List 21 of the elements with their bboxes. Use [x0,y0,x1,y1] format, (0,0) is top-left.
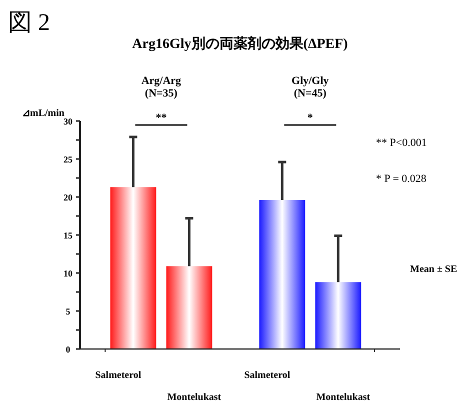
group-label: Arg/Arg (N=35) [141,75,182,100]
sig: ** [156,112,167,124]
ytick: 15 [64,230,72,240]
title: Arg16Gly別の両薬剤の効果(ΔPEF) [132,37,348,52]
xtick: Montelukast [316,392,370,403]
ytick: 20 [64,192,72,202]
ytick: 25 [64,154,72,164]
group-label: Gly/Gly (N=45) [292,75,329,100]
note: * P = 0.028 [376,173,426,185]
subtitle: 図 2 [8,10,50,36]
xtick: Salmeterol [244,370,290,381]
ytick: 0 [66,344,70,354]
ytick: 30 [64,116,72,126]
ytick: 10 [64,268,72,278]
xtick: Montelukast [167,392,222,403]
note: Mean ± SE [410,264,458,275]
xtick: Salmeterol [95,370,142,381]
ylabel: ⊿mL/min [22,108,64,119]
sig: * [307,112,313,124]
ytick: 5 [66,306,70,316]
note: ** P<0.001 [376,137,427,149]
